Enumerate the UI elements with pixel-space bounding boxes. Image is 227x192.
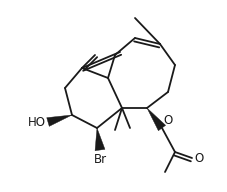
Polygon shape xyxy=(47,115,72,126)
Text: O: O xyxy=(162,114,171,127)
Text: Br: Br xyxy=(93,153,106,166)
Text: HO: HO xyxy=(28,116,46,128)
Text: O: O xyxy=(193,151,202,165)
Polygon shape xyxy=(95,128,104,151)
Polygon shape xyxy=(146,108,165,131)
